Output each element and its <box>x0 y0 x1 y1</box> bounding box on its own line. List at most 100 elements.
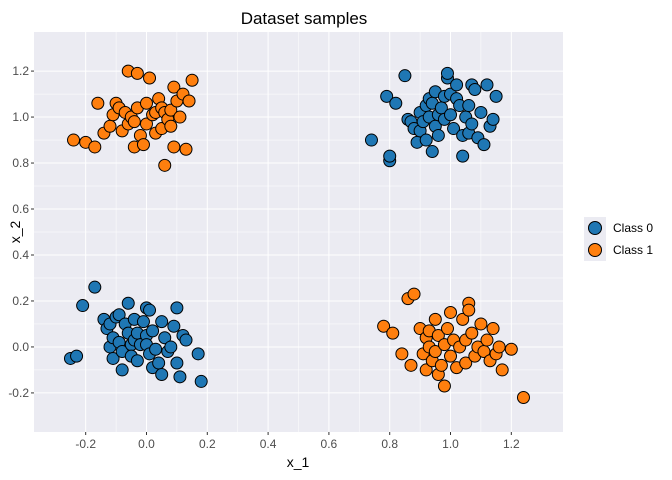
data-point-class-1 <box>486 322 500 336</box>
data-point-class-1 <box>516 391 530 405</box>
y-tick-label: 0.0 <box>12 340 29 354</box>
data-point-class-0 <box>155 315 169 329</box>
data-point-class-1 <box>164 103 178 117</box>
x-tick-label: 0.8 <box>381 437 398 451</box>
y-tick-label: 0.2 <box>12 294 29 308</box>
data-point-class-1 <box>444 305 458 319</box>
data-point-class-1 <box>377 319 391 333</box>
x-axis-label: x_1 <box>287 454 310 470</box>
data-point-class-1 <box>492 340 506 354</box>
data-point-class-0 <box>194 374 208 388</box>
data-point-class-0 <box>477 138 491 152</box>
x-tick-label: 0.6 <box>321 437 338 451</box>
data-point-class-1 <box>480 333 494 347</box>
data-point-class-0 <box>170 301 184 315</box>
data-point-class-0 <box>440 66 454 80</box>
data-point-class-0 <box>480 78 494 92</box>
data-point-class-0 <box>474 105 488 119</box>
data-point-class-0 <box>447 122 461 136</box>
data-point-class-0 <box>130 354 144 368</box>
x-tick-label: 1.2 <box>503 437 520 451</box>
data-point-class-1 <box>428 345 442 359</box>
x-axis-ticks: -0.2 0.0 0.2 0.4 0.6 0.8 1.0 1.2 <box>75 432 520 451</box>
data-point-class-0 <box>431 128 445 142</box>
data-point-class-0 <box>456 149 470 163</box>
data-points <box>63 64 530 405</box>
data-point-class-1 <box>143 71 157 85</box>
x-tick-label: -0.2 <box>75 437 96 451</box>
data-point-class-0 <box>465 117 479 131</box>
data-point-class-1 <box>164 119 178 133</box>
legend: Class 0 Class 1 <box>584 217 653 261</box>
data-point-class-0 <box>419 133 433 147</box>
series-class-1 <box>67 64 530 405</box>
x-tick-label: 1.0 <box>442 437 459 451</box>
x-tick-label: 0.4 <box>260 437 277 451</box>
data-point-class-0 <box>149 342 163 356</box>
data-point-class-1 <box>459 356 473 370</box>
y-tick-label: -0.2 <box>8 386 29 400</box>
data-point-class-0 <box>88 280 102 294</box>
data-point-class-1 <box>88 140 102 154</box>
data-point-class-0 <box>76 299 90 313</box>
data-point-class-1 <box>185 73 199 87</box>
data-point-class-1 <box>434 358 448 372</box>
data-point-class-1 <box>495 363 509 377</box>
data-point-class-1 <box>91 96 105 110</box>
legend-marker-class-0 <box>588 221 602 235</box>
y-tick-label: 1.2 <box>12 64 29 78</box>
data-point-class-1 <box>167 140 181 154</box>
data-point-class-1 <box>182 94 196 108</box>
data-point-class-1 <box>465 326 479 340</box>
data-point-class-0 <box>164 340 178 354</box>
data-point-class-1 <box>158 158 172 172</box>
data-point-class-1 <box>407 287 421 301</box>
data-point-class-1 <box>103 119 117 133</box>
data-point-class-0 <box>179 333 193 347</box>
data-point-class-1 <box>462 303 476 317</box>
data-point-class-0 <box>115 363 129 377</box>
data-point-class-1 <box>419 363 433 377</box>
data-point-class-1 <box>139 96 153 110</box>
data-point-class-1 <box>431 328 445 342</box>
legend-label-class-0: Class 0 <box>613 221 653 235</box>
data-point-class-0 <box>121 296 135 310</box>
y-axis-ticks: -0.2 0.0 0.2 0.4 0.6 0.8 1.0 1.2 <box>8 64 34 400</box>
data-point-class-1 <box>428 312 442 326</box>
data-point-class-1 <box>440 322 454 336</box>
y-tick-label: 0.6 <box>12 202 29 216</box>
data-point-class-1 <box>444 349 458 363</box>
data-point-class-0 <box>398 69 412 83</box>
data-point-class-1 <box>179 142 193 156</box>
data-point-class-0 <box>444 108 458 122</box>
data-point-class-1 <box>474 317 488 331</box>
data-point-class-1 <box>67 133 81 147</box>
y-tick-label: 0.4 <box>12 248 29 262</box>
data-point-class-0 <box>146 324 160 338</box>
data-point-class-0 <box>383 149 397 163</box>
data-point-class-0 <box>155 368 169 382</box>
legend-marker-class-1 <box>588 243 602 257</box>
data-point-class-0 <box>425 145 439 159</box>
series-class-0 <box>63 66 503 388</box>
data-point-class-0 <box>450 78 464 92</box>
data-point-class-0 <box>364 133 378 147</box>
data-point-class-1 <box>136 138 150 152</box>
data-point-class-0 <box>152 356 166 370</box>
data-point-class-1 <box>130 66 144 80</box>
data-point-class-1 <box>395 347 409 361</box>
data-point-class-0 <box>173 370 187 384</box>
y-tick-label: 1.0 <box>12 110 29 124</box>
data-point-class-0 <box>462 99 476 113</box>
data-point-class-0 <box>489 89 503 103</box>
data-point-class-1 <box>139 117 153 131</box>
data-point-class-0 <box>191 347 205 361</box>
data-point-class-1 <box>167 80 181 94</box>
data-point-class-1 <box>386 326 400 340</box>
data-point-class-1 <box>173 110 187 124</box>
data-point-class-0 <box>167 319 181 333</box>
data-point-class-1 <box>504 342 518 356</box>
data-point-class-1 <box>404 358 418 372</box>
data-point-class-0 <box>106 351 120 365</box>
